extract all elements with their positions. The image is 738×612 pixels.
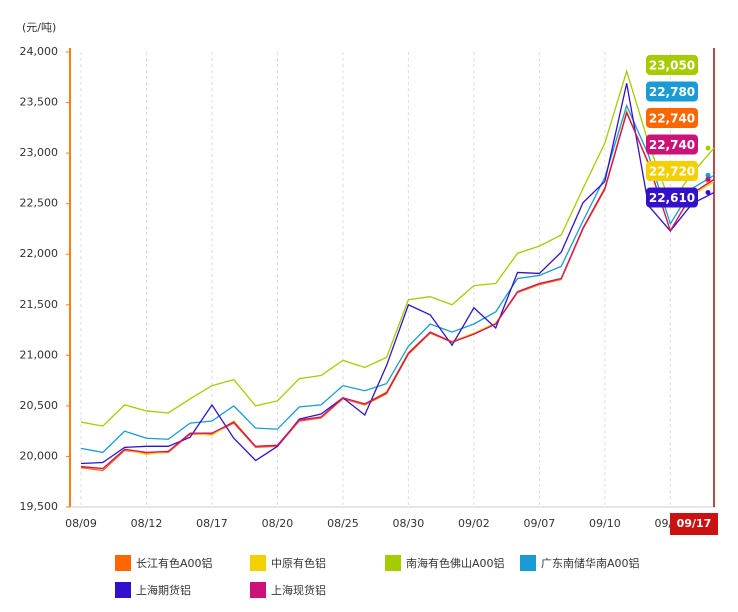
value-badge [646, 134, 698, 155]
y-tick-label: 20,500 [20, 399, 59, 412]
value-badge-label: 22,610 [649, 191, 695, 205]
value-badge [646, 81, 698, 102]
legend-label: 上海现货铝 [271, 583, 326, 597]
x-tick-label: 08/12 [131, 517, 163, 530]
y-tick-label: 22,500 [20, 197, 59, 210]
series-line [80, 110, 715, 470]
legend-label: 南海有色佛山A00铝 [406, 556, 505, 570]
x-tick-label: 08/30 [393, 517, 425, 530]
legend-swatch [250, 555, 266, 571]
y-tick-label: 19,500 [20, 500, 59, 513]
y-tick-label: 21,500 [20, 298, 59, 311]
end-point [705, 176, 711, 182]
series-line [80, 108, 715, 470]
x-tick-label: 09/02 [458, 517, 490, 530]
end-point [705, 172, 711, 178]
value-badge-label: 22,740 [649, 112, 695, 126]
value-badge-label: 22,740 [649, 138, 695, 152]
value-badge [646, 108, 698, 128]
value-badge-label: 22,720 [649, 165, 695, 179]
legend-swatch [385, 555, 401, 571]
legend-label: 中原有色铝 [271, 556, 326, 570]
value-badge [646, 55, 698, 75]
series-line [80, 68, 715, 427]
y-unit: (元/吨) [22, 21, 56, 34]
y-tick-label: 23,000 [20, 146, 59, 159]
value-badge-label: 22,780 [649, 85, 695, 99]
x-tick-label: 08/09 [65, 517, 97, 530]
value-badge [646, 187, 698, 208]
x-tick-label: 09/17 [677, 517, 712, 530]
x-tick-label: 08/20 [262, 517, 294, 530]
legend-label: 上海期货铝 [136, 583, 191, 597]
current-date-badge [670, 513, 718, 535]
y-tick-label: 23,500 [20, 96, 59, 109]
y-tick-label: 20,000 [20, 449, 59, 462]
legend-swatch [115, 555, 131, 571]
legend-swatch [115, 582, 131, 598]
x-tick-label: 08/25 [327, 517, 359, 530]
series-line [80, 83, 715, 465]
legend-swatch [520, 555, 536, 571]
series-line [80, 110, 715, 472]
legend-label: 广东南储华南A00铝 [541, 556, 640, 570]
x-tick-label: 09/07 [524, 517, 556, 530]
y-tick-label: 22,000 [20, 247, 59, 260]
x-tick-label: 08/17 [196, 517, 228, 530]
y-tick-label: 24,000 [20, 45, 59, 58]
value-badge [646, 161, 698, 181]
end-point [705, 190, 711, 196]
value-badge-label: 23,050 [649, 59, 695, 73]
y-tick-label: 21,000 [20, 348, 59, 361]
legend-swatch [250, 582, 266, 598]
end-point [705, 145, 711, 151]
legend-label: 长江有色A00铝 [136, 556, 213, 570]
series-line [80, 103, 715, 454]
x-tick-label: 09/10 [589, 517, 621, 530]
